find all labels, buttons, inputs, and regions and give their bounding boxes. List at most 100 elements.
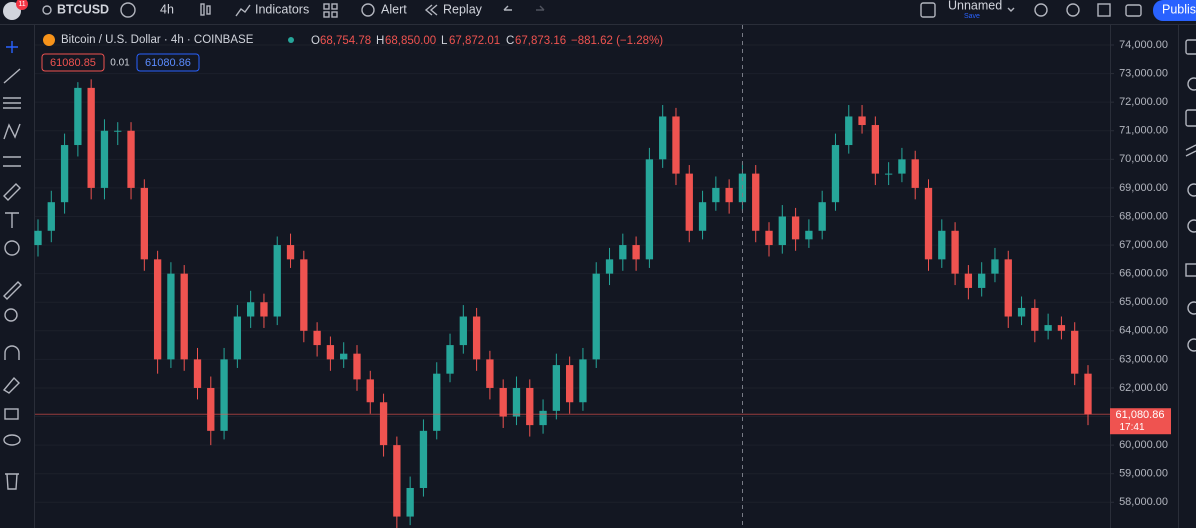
candle-body [1004, 259, 1012, 317]
candle-body [326, 345, 335, 360]
save[interactable]: Save [964, 13, 980, 20]
snapshot[interactable] [1125, 4, 1142, 17]
emoji-tool[interactable] [4, 240, 20, 256]
h-label: H [376, 35, 384, 47]
zoom-tool[interactable] [4, 308, 18, 322]
alert-icon [361, 3, 375, 17]
symbol[interactable]: BTCUSD [57, 2, 109, 16]
candle-body [114, 130, 122, 132]
top-toolbar [0, 0, 1196, 24]
avatar[interactable] [3, 2, 21, 20]
y-tick-label: 63,000.00 [1119, 353, 1168, 365]
candle-body [247, 302, 255, 317]
y-tick-label: 60,000.00 [1119, 439, 1168, 451]
fib-tool[interactable] [3, 97, 21, 109]
candle-body [512, 387, 521, 417]
candle-body [805, 230, 813, 240]
brush-tool[interactable] [3, 183, 21, 201]
layout-name[interactable]: Unnamed [948, 0, 1002, 12]
publish[interactable]: Publish [1162, 2, 1196, 16]
pattern-tool[interactable] [3, 123, 21, 140]
spread: 0.01 [110, 58, 130, 69]
legend-title: Bitcoin / U.S. Dollar · 4h · COINBASE [61, 34, 254, 46]
candle-body [712, 187, 720, 203]
candle-body [366, 379, 374, 403]
watchlist[interactable] [1185, 39, 1196, 55]
y-tick-label: 58,000.00 [1119, 496, 1168, 508]
trash-tool[interactable] [5, 473, 19, 490]
calendar[interactable] [1187, 219, 1196, 233]
alert[interactable]: Alert [381, 2, 407, 16]
candle-body [645, 159, 654, 260]
interval[interactable]: 4h [160, 2, 174, 16]
candle-body [286, 245, 295, 260]
trendline-tool[interactable] [3, 68, 21, 84]
y-tick-label: 59,000.00 [1119, 468, 1168, 480]
lock-tool[interactable] [4, 408, 19, 420]
candle-body [167, 273, 175, 360]
ask-price[interactable]: 61080.86 [145, 57, 191, 69]
undo[interactable] [503, 5, 512, 11]
layout-icon[interactable] [920, 2, 936, 18]
prediction-tool[interactable] [3, 156, 21, 167]
candle-body [592, 273, 600, 360]
measure-tool[interactable] [3, 281, 22, 300]
alerts-panel[interactable] [1187, 77, 1196, 91]
candle-body [911, 159, 919, 188]
candle-body [100, 130, 109, 188]
candle-body [632, 245, 640, 260]
candle-body [1057, 325, 1066, 331]
hide-tool[interactable] [3, 434, 21, 446]
add-symbol[interactable] [120, 2, 136, 18]
candle-body [858, 116, 866, 126]
open-value: 68,754.78 [320, 35, 371, 47]
fullscreen[interactable] [1097, 3, 1111, 17]
plot-area [34, 44, 1114, 528]
indicators[interactable]: Indicators [255, 2, 309, 16]
candle-body [605, 259, 614, 274]
bid-price[interactable]: 61080.85 [50, 57, 96, 69]
badge [16, 0, 28, 10]
candle-body [1071, 330, 1079, 374]
candle-body [353, 353, 361, 380]
chart-type[interactable] [200, 3, 205, 16]
sell-box[interactable] [41, 53, 105, 72]
redo[interactable] [536, 5, 545, 11]
indicators-icon [235, 4, 251, 17]
candle-body [978, 273, 986, 288]
draw-lock[interactable] [2, 376, 20, 394]
candle-body [180, 273, 188, 360]
settings[interactable] [1066, 3, 1080, 17]
data-window[interactable] [1185, 109, 1196, 127]
replay[interactable]: Replay [443, 2, 483, 16]
low-value: 67,872.01 [449, 35, 500, 47]
crosshair-tool[interactable] [6, 41, 18, 53]
candle-body [47, 202, 55, 231]
candle-body [765, 230, 773, 246]
hotlists[interactable] [1187, 183, 1196, 197]
text-tool[interactable] [5, 212, 19, 228]
ideas[interactable] [1185, 263, 1196, 277]
buy-box[interactable] [136, 53, 200, 72]
layout-dropdown[interactable] [1007, 7, 1015, 12]
chats[interactable] [1187, 301, 1196, 315]
candle-body [1017, 307, 1026, 317]
market-status [288, 37, 294, 43]
candle-body [951, 230, 959, 274]
candle-body [991, 259, 999, 274]
templates-icon[interactable] [323, 3, 330, 10]
candle-body [499, 387, 507, 417]
layers[interactable] [1185, 144, 1196, 157]
last-price-box [1110, 408, 1171, 435]
notifications[interactable] [1187, 338, 1196, 352]
candle-body [539, 410, 547, 426]
magnet-tool[interactable] [4, 345, 20, 360]
quick-search[interactable] [1034, 3, 1048, 17]
y-tick-label: 73,000.00 [1119, 67, 1168, 79]
replay-icon [424, 4, 438, 16]
candle-body [752, 173, 760, 231]
publish-button[interactable] [1153, 0, 1196, 21]
candle-body [924, 187, 933, 260]
y-tick-label: 68,000.00 [1119, 210, 1168, 222]
